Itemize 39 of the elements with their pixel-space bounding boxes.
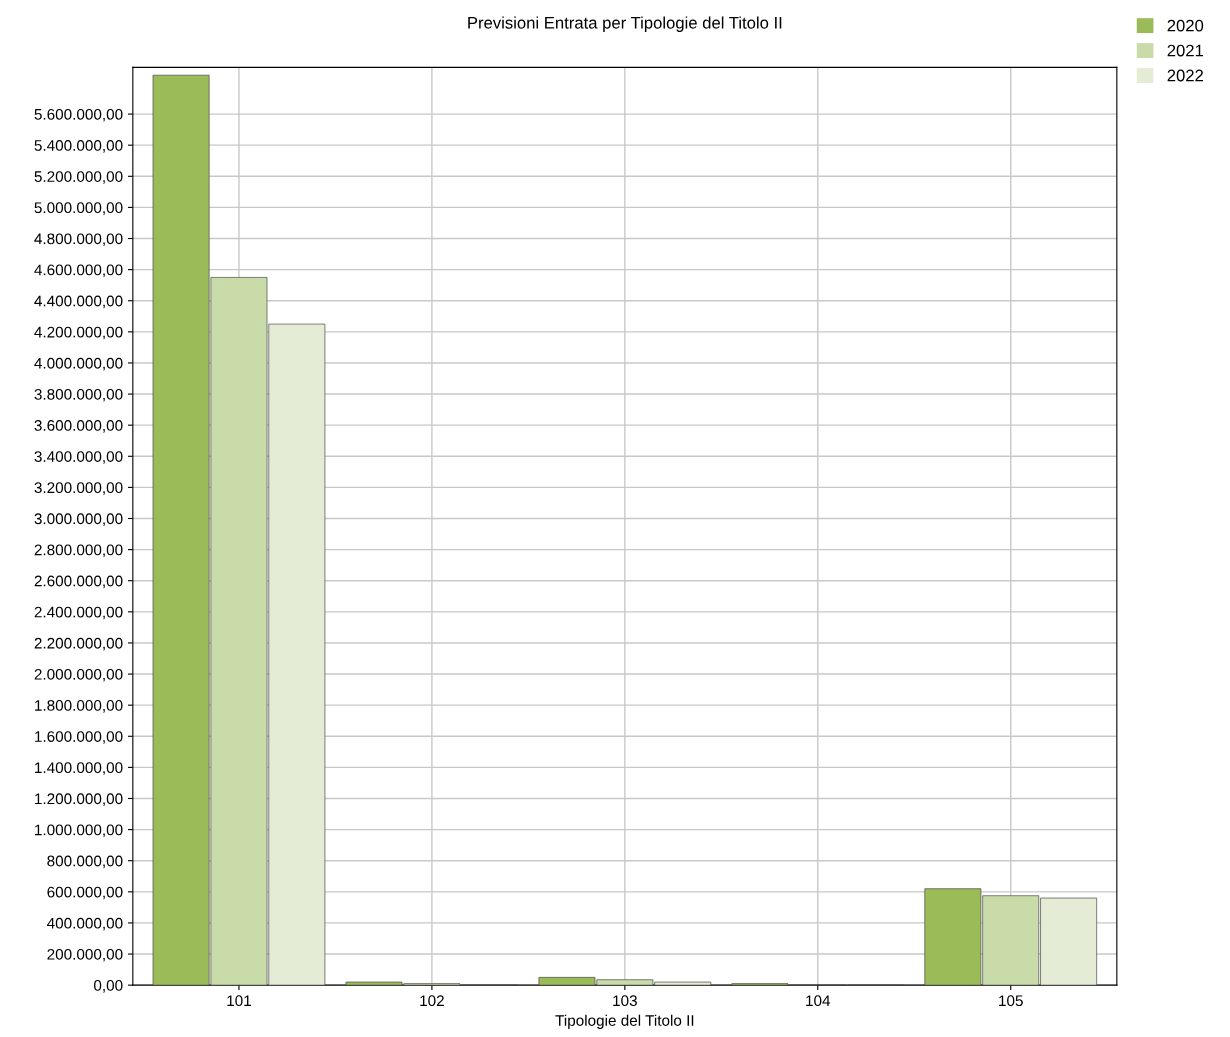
y-tick-label: 1.400.000,00	[35, 762, 123, 775]
y-tick-label: 1.800.000,00	[35, 700, 123, 713]
y-tick-label: 2.200.000,00	[34, 637, 123, 651]
y-tick-label: 4.400.000,00	[34, 295, 123, 309]
y-tick-label: 2.600.000,00	[34, 575, 123, 589]
y-tick-label: 200.000,00	[47, 948, 123, 962]
y-tick-label: 5.400.000,00	[34, 140, 123, 153]
y-tick-label: 3.200.000,00	[34, 482, 123, 495]
y-tick-label: 3.400.000,00	[34, 451, 123, 464]
y-tick-label: 1.600.000,00	[35, 731, 123, 744]
y-tick-label: 0,00	[93, 980, 123, 993]
y-tick-label: 4.000.000,00	[34, 357, 123, 371]
x-tick-label: 104	[806, 995, 831, 1007]
y-tick-label: 4.600.000,00	[34, 264, 123, 278]
y-tick-label: 5.600.000,00	[34, 108, 123, 122]
chart-title: Previsioni Entrata per Tipologie del Titolo II	[468, 16, 782, 32]
y-tick-label: 4.200.000,00	[34, 326, 123, 340]
x-tick-label: 101	[227, 995, 251, 1007]
y-tick-label: 600.000,00	[47, 886, 123, 900]
y-tick-label: 5.000.000,00	[34, 202, 123, 215]
x-tick-label: 103	[613, 995, 637, 1007]
legend-label: 2021	[1167, 44, 1204, 57]
y-tick-label: 2.400.000,00	[34, 606, 123, 620]
x-axis-title: Tipologie del Titolo II	[555, 1014, 694, 1029]
y-tick-label: 3.600.000,00	[34, 420, 123, 433]
x-tick-label: 105	[999, 995, 1023, 1007]
y-tick-label: 5.200.000,00	[34, 171, 123, 184]
legend-label: 2020	[1167, 19, 1204, 32]
x-tick-label: 102	[420, 995, 444, 1007]
y-tick-label: 4.800.000,00	[34, 233, 123, 246]
y-tick-label: 1.200.000,00	[35, 793, 123, 806]
legend-label: 2022	[1167, 69, 1203, 82]
y-tick-label: 800.000,00	[47, 855, 123, 869]
y-tick-label: 400.000,00	[47, 917, 123, 931]
y-tick-label: 1.000.000,00	[35, 824, 123, 838]
y-tick-label: 3.000.000,00	[34, 513, 123, 526]
y-tick-label: 2.000.000,00	[34, 668, 123, 682]
y-tick-label: 3.800.000,00	[34, 388, 123, 402]
y-tick-label: 2.800.000,00	[34, 544, 123, 558]
